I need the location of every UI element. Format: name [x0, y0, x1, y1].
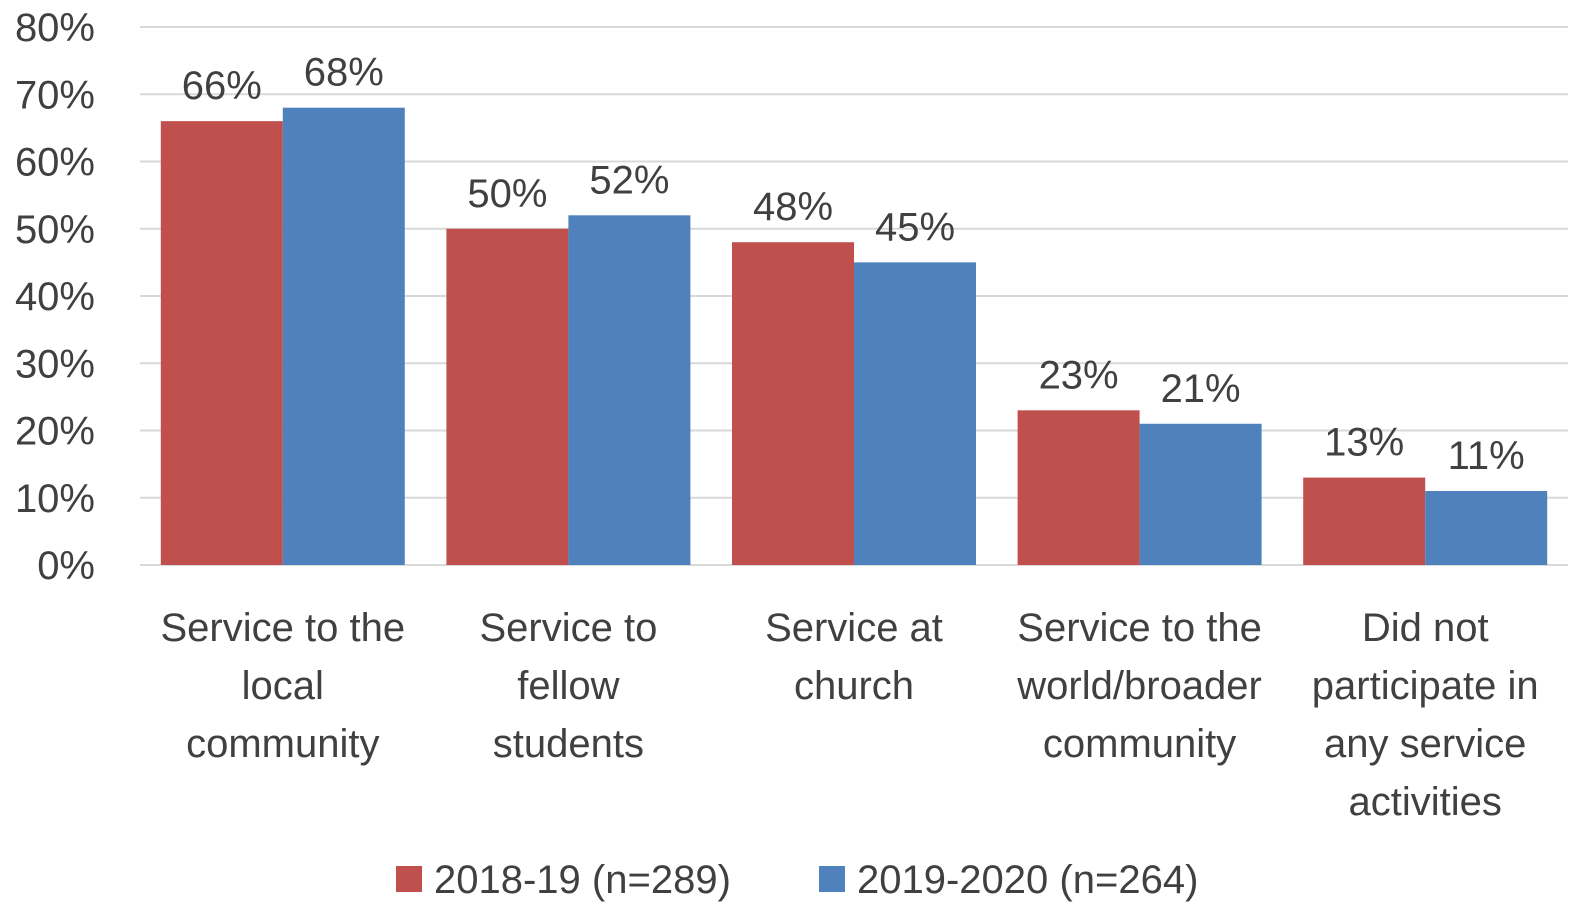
bar — [160, 121, 283, 566]
data-label: 23% — [1039, 353, 1119, 397]
x-category-label: Service at — [765, 606, 943, 650]
x-category-label: participate in — [1312, 664, 1539, 708]
y-tick-label: 60% — [15, 141, 95, 185]
legend-swatch — [396, 866, 422, 892]
data-label: 68% — [304, 51, 384, 95]
data-label: 48% — [753, 185, 833, 229]
legend: 2018-19 (n=289) 2019-2020 (n=264) — [396, 858, 1198, 902]
x-axis-categories: Service to the local community Service to fe… — [161, 606, 1539, 824]
y-tick-label: 50% — [15, 208, 95, 252]
x-category-label: Service to — [479, 606, 657, 650]
y-tick-label: 80% — [15, 6, 95, 50]
data-label: 11% — [1448, 434, 1525, 478]
bar — [1139, 423, 1262, 565]
data-label: 66% — [182, 64, 262, 108]
x-category-label: fellow — [517, 664, 619, 708]
x-category-label: world/broader — [1016, 664, 1262, 708]
x-category-label: students — [493, 722, 644, 766]
bar — [446, 228, 569, 565]
bar — [732, 242, 854, 565]
bar — [282, 107, 405, 565]
data-label: 52% — [589, 158, 669, 202]
y-tick-label: 10% — [15, 477, 95, 521]
x-category-label: community — [186, 722, 379, 766]
y-tick-label: 70% — [15, 73, 95, 117]
legend-label: 2019-2020 (n=264) — [857, 858, 1198, 902]
x-category-label: local — [242, 664, 324, 708]
x-category-label: any service — [1324, 722, 1526, 766]
data-label: 21% — [1161, 367, 1241, 411]
data-labels: 66% 68% 50% 52% 48% 45% 23% 21% 13% 11% — [182, 51, 1525, 478]
bars — [160, 107, 1548, 566]
x-category-label: community — [1043, 722, 1236, 766]
x-category-label: activities — [1349, 780, 1502, 824]
bar — [1017, 410, 1140, 565]
x-category-label: church — [794, 664, 914, 708]
bar — [1425, 491, 1548, 565]
bar — [854, 262, 976, 565]
bar — [1303, 477, 1426, 565]
data-label: 13% — [1324, 421, 1404, 465]
x-category-label: Did not — [1362, 606, 1489, 650]
y-axis-ticks: 0% 10% 20% 30% 40% 50% 60% 70% 80% — [15, 6, 95, 588]
x-category-label: Service to the — [1017, 606, 1262, 650]
y-tick-label: 40% — [15, 275, 95, 319]
data-label: 50% — [467, 172, 547, 216]
data-label: 45% — [875, 205, 955, 249]
bar — [568, 215, 691, 566]
legend-label: 2018-19 (n=289) — [434, 858, 731, 902]
y-tick-label: 0% — [37, 544, 95, 588]
y-tick-label: 20% — [15, 410, 95, 454]
x-category-label: Service to the — [161, 606, 406, 650]
y-tick-label: 30% — [15, 342, 95, 386]
legend-swatch — [819, 866, 845, 892]
